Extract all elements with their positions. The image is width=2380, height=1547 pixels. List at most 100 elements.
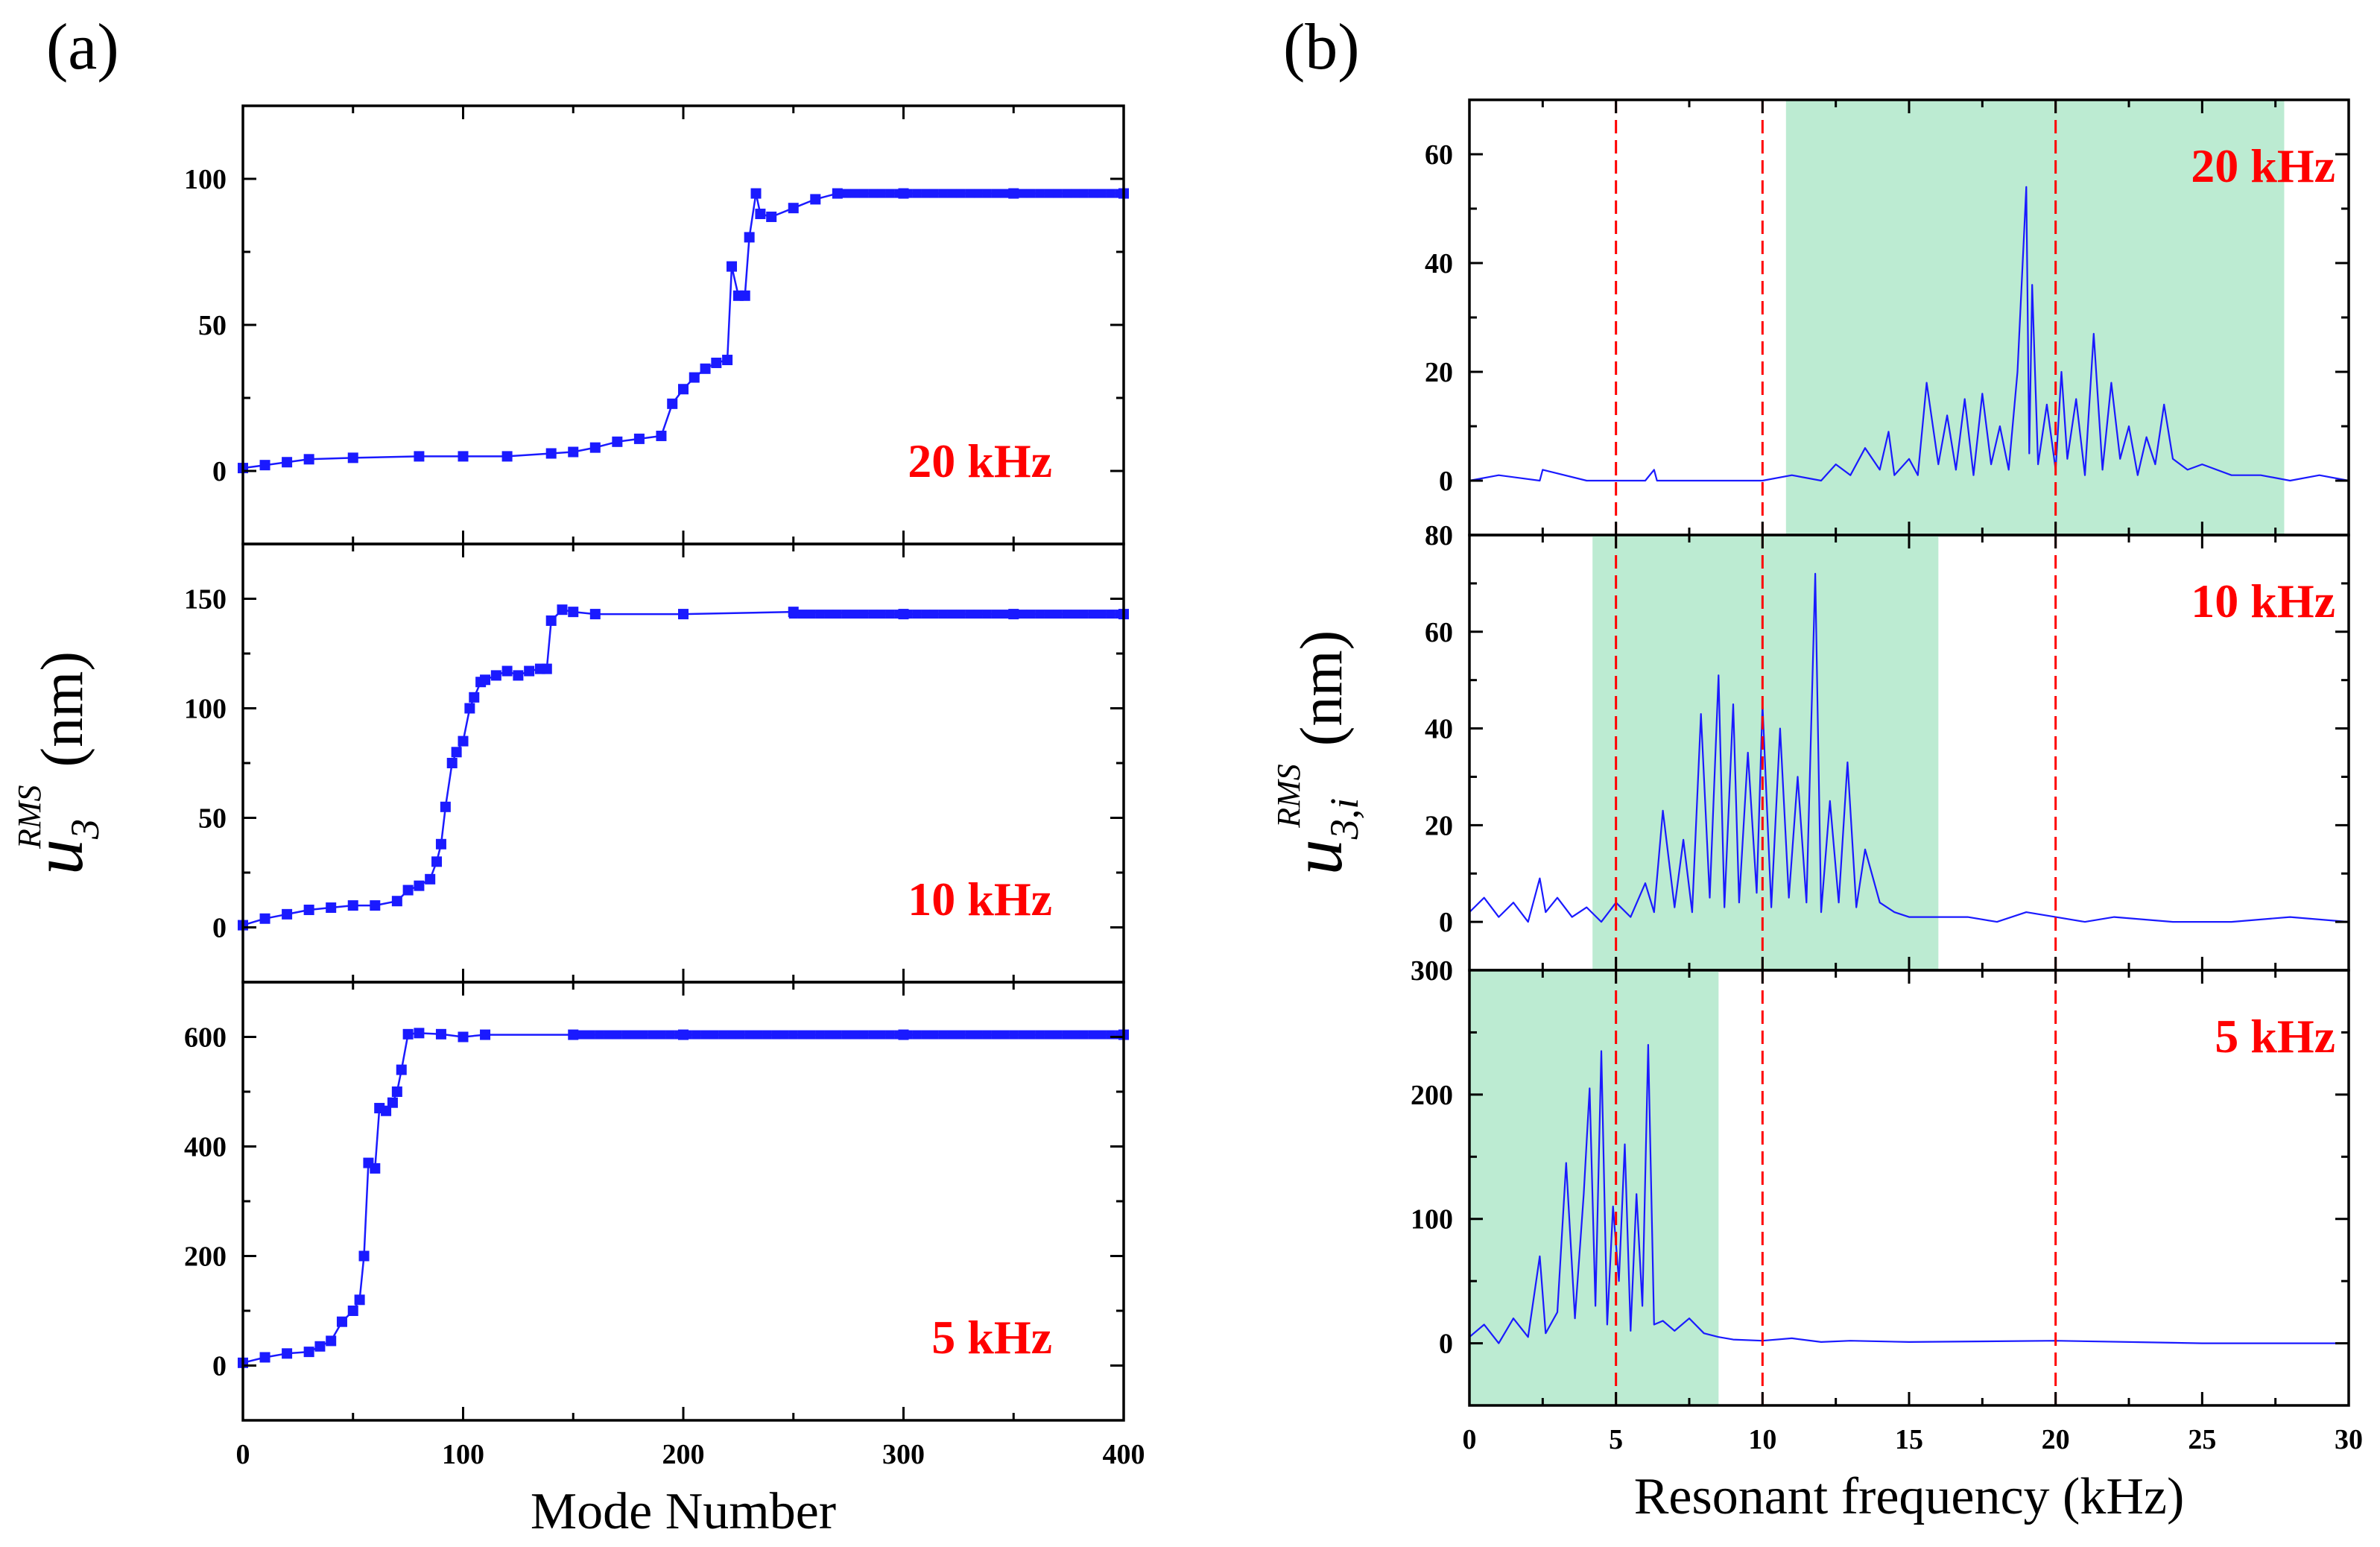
data-point [739, 290, 750, 301]
y-tick-label: 60 [1425, 139, 1453, 171]
data-point [678, 384, 689, 395]
data-point [1088, 610, 1098, 619]
data-point [451, 747, 462, 758]
frequency-annotation: 10 kHz [2191, 575, 2335, 627]
data-point [806, 1030, 816, 1040]
data-point [991, 1030, 1001, 1040]
data-point [414, 451, 425, 462]
data-point [1044, 1030, 1054, 1040]
frequency-annotation: 10 kHz [908, 873, 1052, 926]
data-point [391, 1086, 402, 1097]
data-point [612, 436, 623, 447]
data-point [347, 900, 358, 911]
panel-b-label: (b) [1283, 11, 1360, 83]
data-point [797, 1030, 807, 1040]
data-point [402, 885, 414, 896]
data-point [850, 1030, 860, 1040]
data-point [604, 1030, 613, 1040]
x-axis-title: Resonant frequency (kHz) [1634, 1468, 2185, 1525]
data-point [965, 1030, 975, 1040]
data-point [885, 189, 895, 198]
data-point [965, 189, 975, 198]
subplot-b-3: 0 100 200 300 5 kHz [1411, 955, 2350, 1407]
y-axis-title: u3 RMS (nm) [11, 651, 107, 875]
y-tick-label: 100 [184, 694, 227, 725]
data-point [1044, 610, 1054, 619]
y-tick-label: 0 [1439, 1329, 1453, 1360]
data-point [464, 703, 475, 714]
subplot-a-3: 0 200 400 600 5 kHz [184, 981, 1129, 1422]
data-point [501, 665, 513, 677]
data-point [1018, 1030, 1028, 1040]
data-point [370, 900, 381, 911]
data-point [1062, 189, 1072, 198]
data-point [762, 1030, 772, 1040]
data-point [876, 189, 886, 198]
data-point [850, 610, 860, 619]
data-point [903, 1030, 913, 1040]
data-point [788, 1030, 798, 1040]
x-tick-label: 100 [442, 1439, 484, 1470]
data-point [259, 913, 270, 924]
data-point [766, 211, 777, 222]
data-point [806, 610, 816, 619]
data-point [947, 189, 957, 198]
data-point [868, 610, 878, 619]
data-point [414, 880, 425, 891]
data-point [569, 1030, 578, 1040]
data-point [824, 610, 834, 619]
data-point [1115, 610, 1124, 619]
y-tick-label: 400 [184, 1132, 227, 1163]
data-point [303, 1347, 314, 1358]
data-point [1079, 189, 1089, 198]
y-tick-label: 200 [184, 1241, 227, 1273]
data-point [1062, 1030, 1072, 1040]
data-point [1097, 1030, 1107, 1040]
data-point [336, 1316, 347, 1327]
data-point [387, 1097, 398, 1108]
y-tick-label: 100 [1411, 1204, 1453, 1236]
frequency-annotation: 20 kHz [908, 434, 1052, 487]
data-point [832, 189, 842, 198]
data-point [921, 610, 931, 619]
data-point [938, 1030, 948, 1040]
data-point [859, 1030, 869, 1040]
data-point [595, 1030, 604, 1040]
data-point [832, 610, 842, 619]
data-point [354, 1294, 365, 1306]
data-point [259, 1352, 270, 1363]
subplot-a-2: 0 50 100 150 10 kHz [184, 542, 1129, 984]
data-point [1070, 610, 1080, 619]
y-tick-label: 0 [1439, 907, 1453, 938]
data-point [815, 610, 825, 619]
data-point [1088, 189, 1098, 198]
data-point [1106, 189, 1115, 198]
data-point [656, 1030, 666, 1040]
y-tick-label: 40 [1425, 714, 1453, 745]
y-tick-label: 0 [212, 1351, 227, 1382]
x-tick-label: 20 [2042, 1424, 2070, 1455]
data-point [744, 232, 755, 243]
data-point [841, 610, 851, 619]
data-point [326, 902, 337, 914]
y-axis-subscript: 3,i [1322, 798, 1367, 841]
data-point [938, 189, 948, 198]
data-point [947, 1030, 957, 1040]
data-point [282, 457, 293, 468]
data-point [303, 454, 314, 465]
data-point [545, 615, 557, 626]
data-point [850, 189, 860, 198]
data-point [727, 261, 738, 272]
data-point [414, 1028, 425, 1039]
data-point [630, 1030, 639, 1040]
data-point [1026, 610, 1036, 619]
data-point [683, 1030, 692, 1040]
panel-a-label: (a) [46, 11, 119, 83]
data-point [711, 357, 722, 368]
data-point [1018, 610, 1028, 619]
data-point [480, 1029, 491, 1040]
data-point [956, 610, 966, 619]
data-point [1106, 610, 1115, 619]
data-point [832, 1030, 842, 1040]
data-point [912, 189, 922, 198]
